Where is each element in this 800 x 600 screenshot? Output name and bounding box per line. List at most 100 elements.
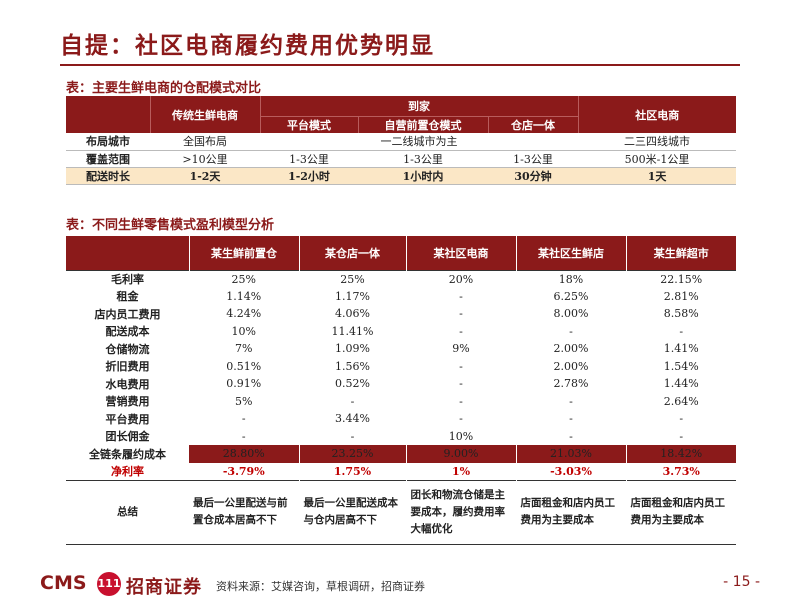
- cell: 20%: [405, 269, 516, 288]
- cell: -: [405, 287, 516, 305]
- cell: -: [298, 427, 406, 445]
- cell: 8.58%: [625, 305, 736, 323]
- cell: 1小时内: [358, 167, 488, 185]
- cell: 9.00%: [405, 445, 516, 463]
- cell: 2.00%: [515, 357, 626, 375]
- source-note: 资料来源：艾媒咨询，草根调研，招商证券: [216, 580, 425, 593]
- cost-row: 全链条履约成本 28.80% 23.25% 9.00% 21.03% 18.42%: [66, 445, 736, 463]
- cell: 1天: [578, 167, 737, 185]
- cell: 2.78%: [515, 375, 626, 393]
- corner-header: [66, 236, 190, 270]
- table2-caption: 表：不同生鲜零售模式盈利模型分析: [66, 218, 275, 233]
- cell: 1.09%: [298, 340, 406, 358]
- table1-caption: 表：主要生鲜电商的仓配模式对比: [66, 81, 262, 96]
- cell: 店面租金和店内员工费用为主要成本: [515, 479, 626, 545]
- table-row: 平台费用 -3.44% - - -: [66, 410, 736, 428]
- cell: -: [625, 322, 736, 340]
- cell: -: [405, 392, 516, 410]
- row-label: 配送成本: [105, 325, 150, 339]
- cell: -: [405, 305, 516, 323]
- cell: 1.54%: [625, 357, 736, 375]
- cell: -: [515, 392, 626, 410]
- column-header: 某仓店一体: [299, 236, 407, 270]
- cell: 22.15%: [625, 269, 736, 288]
- table-row: 水电费用 0.91% 0.52% -2.78% 1.44%: [66, 375, 736, 393]
- cell: -3.03%: [515, 462, 626, 480]
- page-title: 自提：社区电商履约费用优势明显: [60, 32, 435, 59]
- cell: 8.00%: [515, 305, 626, 323]
- cell: -: [405, 322, 516, 340]
- table-row: 店内员工费用 4.24% 4.06% -8.00% 8.58%: [66, 305, 736, 323]
- cell: 0.52%: [298, 375, 406, 393]
- cell: 店面租金和店内员工费用为主要成本: [625, 479, 736, 545]
- cell: 3.44%: [298, 410, 406, 428]
- row-label: 净利率: [111, 465, 144, 478]
- row-label: 店内员工费用: [94, 307, 161, 321]
- logo-badge-icon: 111: [97, 572, 121, 596]
- row-label: 覆盖范围: [66, 150, 150, 168]
- row-label: 营销费用: [105, 395, 150, 409]
- cell: 21.03%: [515, 445, 626, 463]
- cell: -: [515, 427, 626, 445]
- table-row: 营销费用 5% - - -2.64%: [66, 392, 736, 410]
- cell: -: [405, 410, 516, 428]
- page-number: - 15 -: [723, 574, 760, 590]
- cell: 1.14%: [226, 289, 262, 303]
- cell: 25%: [189, 269, 299, 288]
- summary-row: 总结 最后一公里配送与前置仓成本居高不下 最后一公里配送成本与仓内居高不下 团长和物流…: [66, 479, 736, 545]
- row-label: 租金: [116, 290, 139, 304]
- header-platform: 平台模式: [260, 115, 359, 133]
- corner-header: [66, 96, 151, 133]
- row-label: 团长佣金: [105, 430, 150, 444]
- cell: 1.17%: [298, 287, 406, 305]
- column-header: 某社区电商: [406, 236, 517, 270]
- row-label: 总结: [66, 479, 189, 545]
- row-label: 仓储物流: [105, 342, 150, 356]
- cell: -: [405, 375, 516, 393]
- cell: 1-3公里: [260, 150, 358, 168]
- cell: 2.64%: [625, 392, 736, 410]
- cell: 6.25%: [515, 287, 626, 305]
- cell: 团长和物流仓储是主要成本，履约费用率大幅优化: [405, 479, 516, 545]
- row-label: 配送时长: [66, 167, 150, 185]
- cell: 全国布局: [150, 133, 260, 151]
- cell: 1-2天: [150, 167, 260, 185]
- cell: -: [625, 427, 736, 445]
- cell: 1.75%: [298, 462, 406, 480]
- column-header: 某生鲜前置仓: [189, 236, 300, 270]
- cell: 1-3公里: [488, 150, 579, 168]
- cell: -3.79%: [222, 464, 265, 478]
- table-row: 配送成本 10% 11.41% - - -: [66, 322, 736, 340]
- cell: 0.91%: [226, 377, 262, 391]
- row-label: 折旧费用: [105, 360, 150, 374]
- warehouse-model-table: 传统生鲜电商 到家 社区电商 平台模式 自营前置仓模式 仓店一体 布局城市 全国…: [66, 96, 737, 185]
- cell: 2.00%: [515, 340, 626, 358]
- column-header: 某生鲜超市: [626, 236, 736, 270]
- cell: 18.42%: [625, 445, 736, 463]
- table-row: 毛利率 25% 25% 20% 18% 22.15%: [66, 269, 736, 288]
- cell: 1.56%: [298, 357, 406, 375]
- cell: 9%: [405, 340, 516, 358]
- table-row: 团长佣金 - -10% - -: [66, 427, 736, 445]
- column-header: 某社区生鲜店: [516, 236, 627, 270]
- cell: 一二线城市为主: [260, 133, 579, 151]
- row-label: 平台费用: [105, 412, 150, 426]
- cell: 二三四线城市: [578, 133, 737, 151]
- cms-logo: CMS: [40, 572, 87, 594]
- cell: 最后一公里配送与前置仓成本居高不下: [189, 479, 299, 545]
- cell: 18%: [515, 269, 626, 288]
- cell: 2.81%: [625, 287, 736, 305]
- cell: 0.51%: [226, 359, 262, 373]
- row-label: 全链条履约成本: [89, 447, 166, 461]
- cell: 1-2小时: [260, 167, 358, 185]
- cell: 23.25%: [298, 445, 406, 463]
- cell: -: [241, 412, 246, 426]
- cell: 500米-1公里: [578, 150, 737, 168]
- cell: 7%: [235, 342, 253, 356]
- cell: 25%: [298, 269, 406, 288]
- cell: 1-3公里: [358, 150, 488, 168]
- row-label: 布局城市: [66, 133, 150, 151]
- cell: 28.80%: [189, 445, 299, 463]
- header-store-warehouse: 仓店一体: [488, 115, 579, 133]
- table-row: 仓储物流 7% 1.09% 9% 2.00% 1.41%: [66, 340, 736, 358]
